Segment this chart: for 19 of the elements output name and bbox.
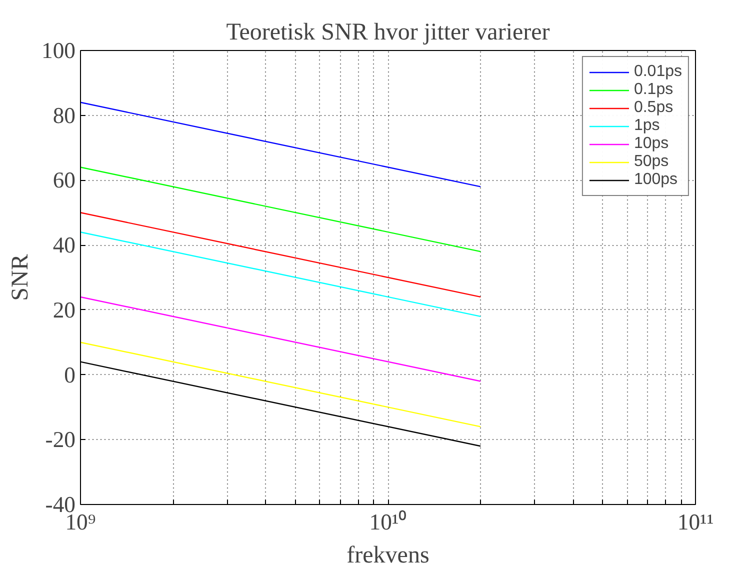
legend-label: 0.1ps [634, 81, 674, 99]
x-axis-title: frekvens [346, 542, 430, 568]
y-tick-label: 100 [42, 38, 76, 63]
legend-label: 10ps [634, 135, 669, 153]
y-tick-label: 60 [52, 168, 76, 193]
legend-label: 1ps [634, 117, 660, 135]
legend-label: 50ps [634, 153, 669, 171]
y-tick-label: 80 [52, 102, 76, 128]
y-tick-label: 20 [52, 297, 76, 322]
legend-label: 100ps [634, 171, 678, 189]
legend-label: 0.5ps [634, 99, 674, 117]
y-tick-label: -20 [45, 427, 76, 452]
chart-title: Teoretisk SNR hvor jitter varierer [226, 20, 550, 46]
y-tick-label: 40 [52, 232, 76, 258]
x-tick-label: 10¹¹ [677, 510, 714, 534]
legend-label: 0.01ps [634, 63, 682, 81]
y-axis-title: SNR [8, 254, 34, 301]
y-tick-label: 0 [64, 362, 76, 388]
x-tick-label: 10¹⁰ [369, 510, 407, 534]
